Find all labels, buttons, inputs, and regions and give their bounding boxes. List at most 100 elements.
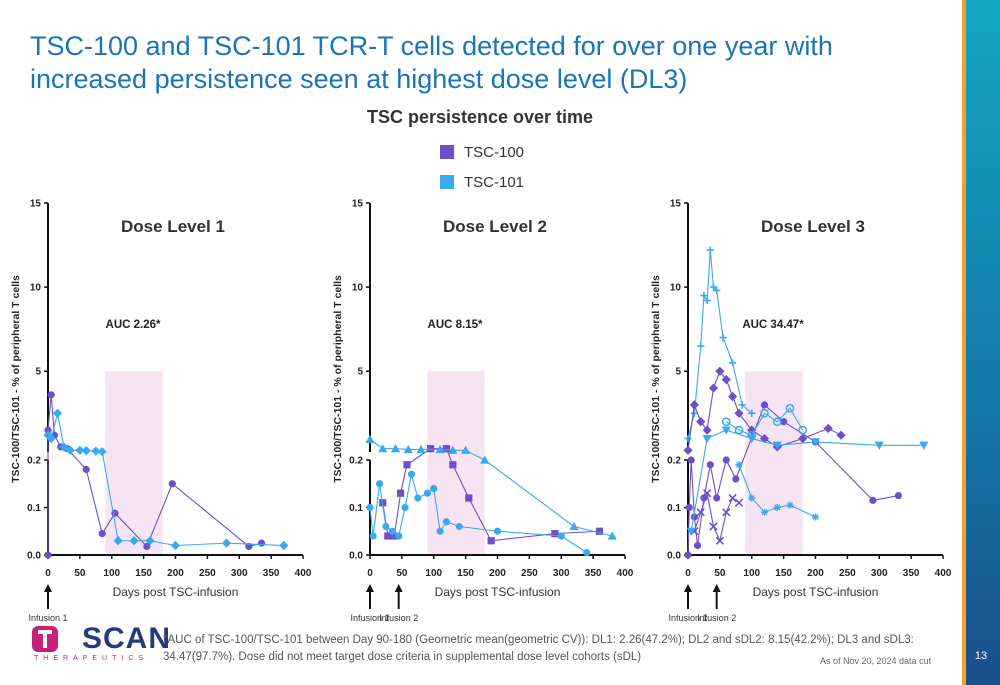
- data-point-circle: [894, 492, 902, 500]
- scan-logo: SCAN THERAPEUTICS: [30, 622, 170, 667]
- x-tick-label: 350: [903, 568, 920, 579]
- data-point-circle: [430, 484, 438, 493]
- data-point-square: [390, 532, 398, 540]
- data-point-circle: [82, 465, 90, 474]
- data-point-diamond: [836, 430, 846, 440]
- data-point-plus: [706, 246, 714, 254]
- x-axis-label: Days post TSC-infusion: [753, 585, 879, 599]
- data-point-triangle: [403, 444, 413, 454]
- y-tick-label: 0.1: [349, 503, 363, 514]
- x-tick-label: 300: [231, 568, 248, 579]
- infusion-label: Infusion 1: [28, 613, 67, 623]
- data-point-diamond: [145, 536, 155, 546]
- data-point-x: [702, 489, 712, 498]
- data-point-x: [709, 522, 718, 531]
- y-tick-label: 0.2: [349, 456, 363, 467]
- x-tick-label: 0: [367, 568, 373, 579]
- data-point-circle: [401, 503, 409, 512]
- data-point-circle: [407, 470, 416, 478]
- data-point-circle: [722, 456, 730, 464]
- y-tick-label: 0.0: [27, 551, 41, 562]
- x-tick-label: 0: [685, 568, 691, 579]
- x-tick-label: 400: [295, 568, 312, 579]
- legend-swatch-tsc100: [440, 145, 454, 159]
- panel-title: Dose Level 2: [443, 217, 547, 236]
- y-tick-label: 0.1: [27, 503, 41, 514]
- data-point-circle: [706, 461, 714, 469]
- series-line-2: [369, 438, 613, 537]
- data-point-diamond: [708, 383, 719, 393]
- x-tick-label: 50: [396, 568, 408, 579]
- data-point-star: [811, 513, 820, 521]
- data-point-circle: [369, 532, 377, 540]
- x-tick-label: 250: [839, 568, 856, 579]
- series-line-7: [725, 407, 804, 436]
- data-point-square: [384, 532, 392, 540]
- x-tick-label: 250: [199, 568, 216, 579]
- infusion-arrow-head: [712, 584, 721, 592]
- data-point-plus: [713, 286, 721, 295]
- data-point-ring: [798, 425, 808, 435]
- y-tick-label: 5: [357, 367, 363, 378]
- data-point-circle: [455, 522, 463, 531]
- x-tick-label: 350: [585, 568, 602, 579]
- data-point-circle: [44, 551, 52, 559]
- data-point-diamond: [721, 375, 731, 385]
- data-point-circle: [44, 426, 52, 434]
- data-point-plus: [697, 342, 705, 350]
- data-point-star: [760, 508, 769, 516]
- data-point-plus: [748, 409, 756, 417]
- data-point-circle: [375, 480, 384, 488]
- infusion-label: Infusion 2: [379, 613, 418, 623]
- data-point-diamond: [759, 433, 770, 444]
- x-tick-label: 0: [45, 568, 51, 579]
- data-point-circle: [366, 503, 374, 512]
- data-point-plus: [690, 409, 698, 417]
- data-point-circle: [583, 549, 591, 557]
- data-point-triangle: [378, 444, 388, 453]
- chart-panel-1: [43, 202, 304, 609]
- y-tick-label: 5: [675, 367, 681, 378]
- data-point-circle: [780, 418, 788, 426]
- legend-swatch-tsc101: [440, 175, 454, 189]
- x-tick-label: 200: [489, 568, 506, 579]
- data-point-diamond: [689, 400, 699, 410]
- slide-title: TSC-100 and TSC-101 TCR-T cells detected…: [30, 31, 833, 94]
- y-tick-label: 0.1: [667, 503, 681, 514]
- panel-title: Dose Level 3: [761, 217, 865, 236]
- x-axis-label: Days post TSC-infusion: [113, 585, 239, 599]
- data-point-circle: [395, 532, 403, 540]
- legend-item-tsc100: TSC-100: [440, 143, 524, 161]
- data-point-circle: [98, 530, 106, 538]
- auc-annotation: AUC 34.47*: [742, 319, 804, 331]
- data-point-circle: [493, 527, 502, 535]
- data-point-ring: [772, 417, 782, 427]
- x-tick-label: 400: [617, 568, 634, 579]
- data-point-plus: [738, 401, 746, 409]
- data-point-circle: [414, 494, 422, 502]
- data-point-diamond: [59, 442, 69, 452]
- data-point-plus: [729, 359, 737, 367]
- data-point-diamond: [683, 445, 693, 455]
- data-point-circle: [143, 542, 151, 551]
- data-point-diamond: [65, 445, 75, 455]
- y-axis-label: TSC-100/TSC-101 - % of peripheral T cell…: [332, 275, 344, 483]
- data-point-circle: [732, 475, 740, 483]
- data-point-circle: [47, 391, 55, 399]
- data-point-square: [449, 461, 457, 469]
- data-point-circle: [685, 503, 693, 512]
- x-axis-label: Days post TSC-infusion: [435, 585, 561, 599]
- data-point-triangle: [448, 445, 458, 454]
- data-point-plus: [719, 333, 727, 342]
- data-point-plus: [700, 291, 708, 300]
- y-tick-label: 5: [35, 367, 41, 378]
- y-tick-label: 0.2: [667, 456, 681, 467]
- infusion-arrow-head: [366, 584, 374, 592]
- x-tick-label: 200: [807, 568, 824, 579]
- data-point-ring: [760, 408, 769, 418]
- auc-annotation: AUC 8.15*: [428, 319, 483, 331]
- x-tick-label: 300: [553, 568, 570, 579]
- data-cut-note: As of Nov 20, 2024 data cut: [820, 656, 932, 666]
- logo-text: SCAN: [82, 622, 172, 655]
